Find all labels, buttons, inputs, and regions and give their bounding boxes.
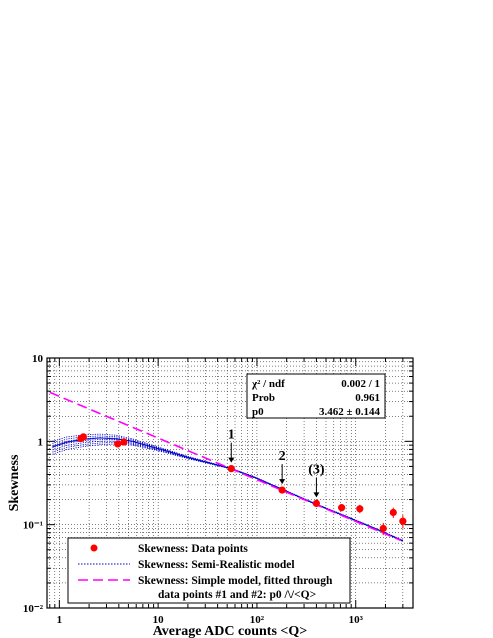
semi-realistic-curve (52, 442, 404, 542)
data-point (114, 440, 122, 448)
semi-realistic-curve (52, 435, 404, 541)
semi-realistic-center-curve (52, 437, 404, 542)
stats-value-prob: 0.961 (355, 392, 380, 404)
annotation-arrowhead (279, 479, 286, 485)
x-tick-label: 10 (153, 614, 165, 626)
plot-frame (46, 357, 414, 609)
data-points (77, 433, 407, 536)
annotation-label: 1 (228, 428, 235, 443)
legend-label-simple-model: Skewness: Simple model, fitted through (138, 575, 333, 587)
y-tick-label: 10⁻² (23, 603, 44, 615)
annotation-arrowhead (228, 457, 235, 463)
data-point (379, 524, 387, 533)
annotation-label: 2 (279, 449, 286, 464)
stats-value-p0: 3.462 ± 0.144 (319, 406, 381, 418)
stats-label-p0: p0 (252, 406, 264, 418)
legend-label-simple-model-line2: data points #1 and #2: p0 /\/<Q> (158, 589, 316, 601)
stats-label-prob: Prob (252, 392, 275, 404)
annotation-arrowhead (313, 492, 320, 498)
data-point (278, 486, 286, 494)
data-point (338, 504, 346, 512)
data-point (227, 465, 235, 473)
data-point (79, 433, 87, 441)
annotation-label: (3) (308, 462, 325, 477)
legend-label-data-points: Skewness: Data points (138, 543, 248, 555)
data-point (312, 499, 321, 507)
semi-realistic-model-band (52, 433, 404, 542)
y-tick-label: 1 (38, 436, 44, 448)
x-axis-label: Average ADC counts <Q> (153, 624, 308, 638)
data-point (120, 438, 128, 446)
tick-labels: 1 10 10² 10³ 10⁻² 10⁻¹ 1 10 (23, 353, 364, 626)
legend-marker-data-points (90, 544, 98, 552)
data-point (399, 517, 407, 525)
semi-realistic-curve (52, 433, 404, 541)
semi-realistic-curve (52, 440, 404, 542)
simple-model-curve (49, 391, 401, 542)
y-tick-label: 10⁻¹ (23, 520, 43, 532)
data-point (356, 505, 364, 513)
y-axis-label: Skewness (7, 454, 22, 511)
semi-realistic-curve (52, 437, 404, 541)
y-tick-label: 10 (32, 353, 44, 365)
simple-model-line (49, 391, 401, 542)
semi-realistic-curve (52, 443, 404, 542)
legend-label-semi-realistic: Skewness: Semi-Realistic model (138, 559, 295, 571)
semi-realistic-curve (52, 438, 404, 542)
x-tick-label: 10² (250, 614, 265, 626)
x-tick-label: 10³ (349, 614, 364, 626)
point-annotations: 1 2 (3) (228, 428, 325, 498)
fit-stats-box: χ² / ndf 0.002 / 1 Prob 0.961 p0 3.462 ±… (246, 373, 386, 419)
stats-label-chi2: χ² / ndf (251, 378, 285, 390)
stats-value-chi2: 0.002 / 1 (341, 378, 380, 390)
legend: Skewness: Data points Skewness: Semi-Rea… (67, 537, 351, 604)
data-point (389, 508, 397, 517)
x-tick-label: 1 (57, 614, 63, 626)
